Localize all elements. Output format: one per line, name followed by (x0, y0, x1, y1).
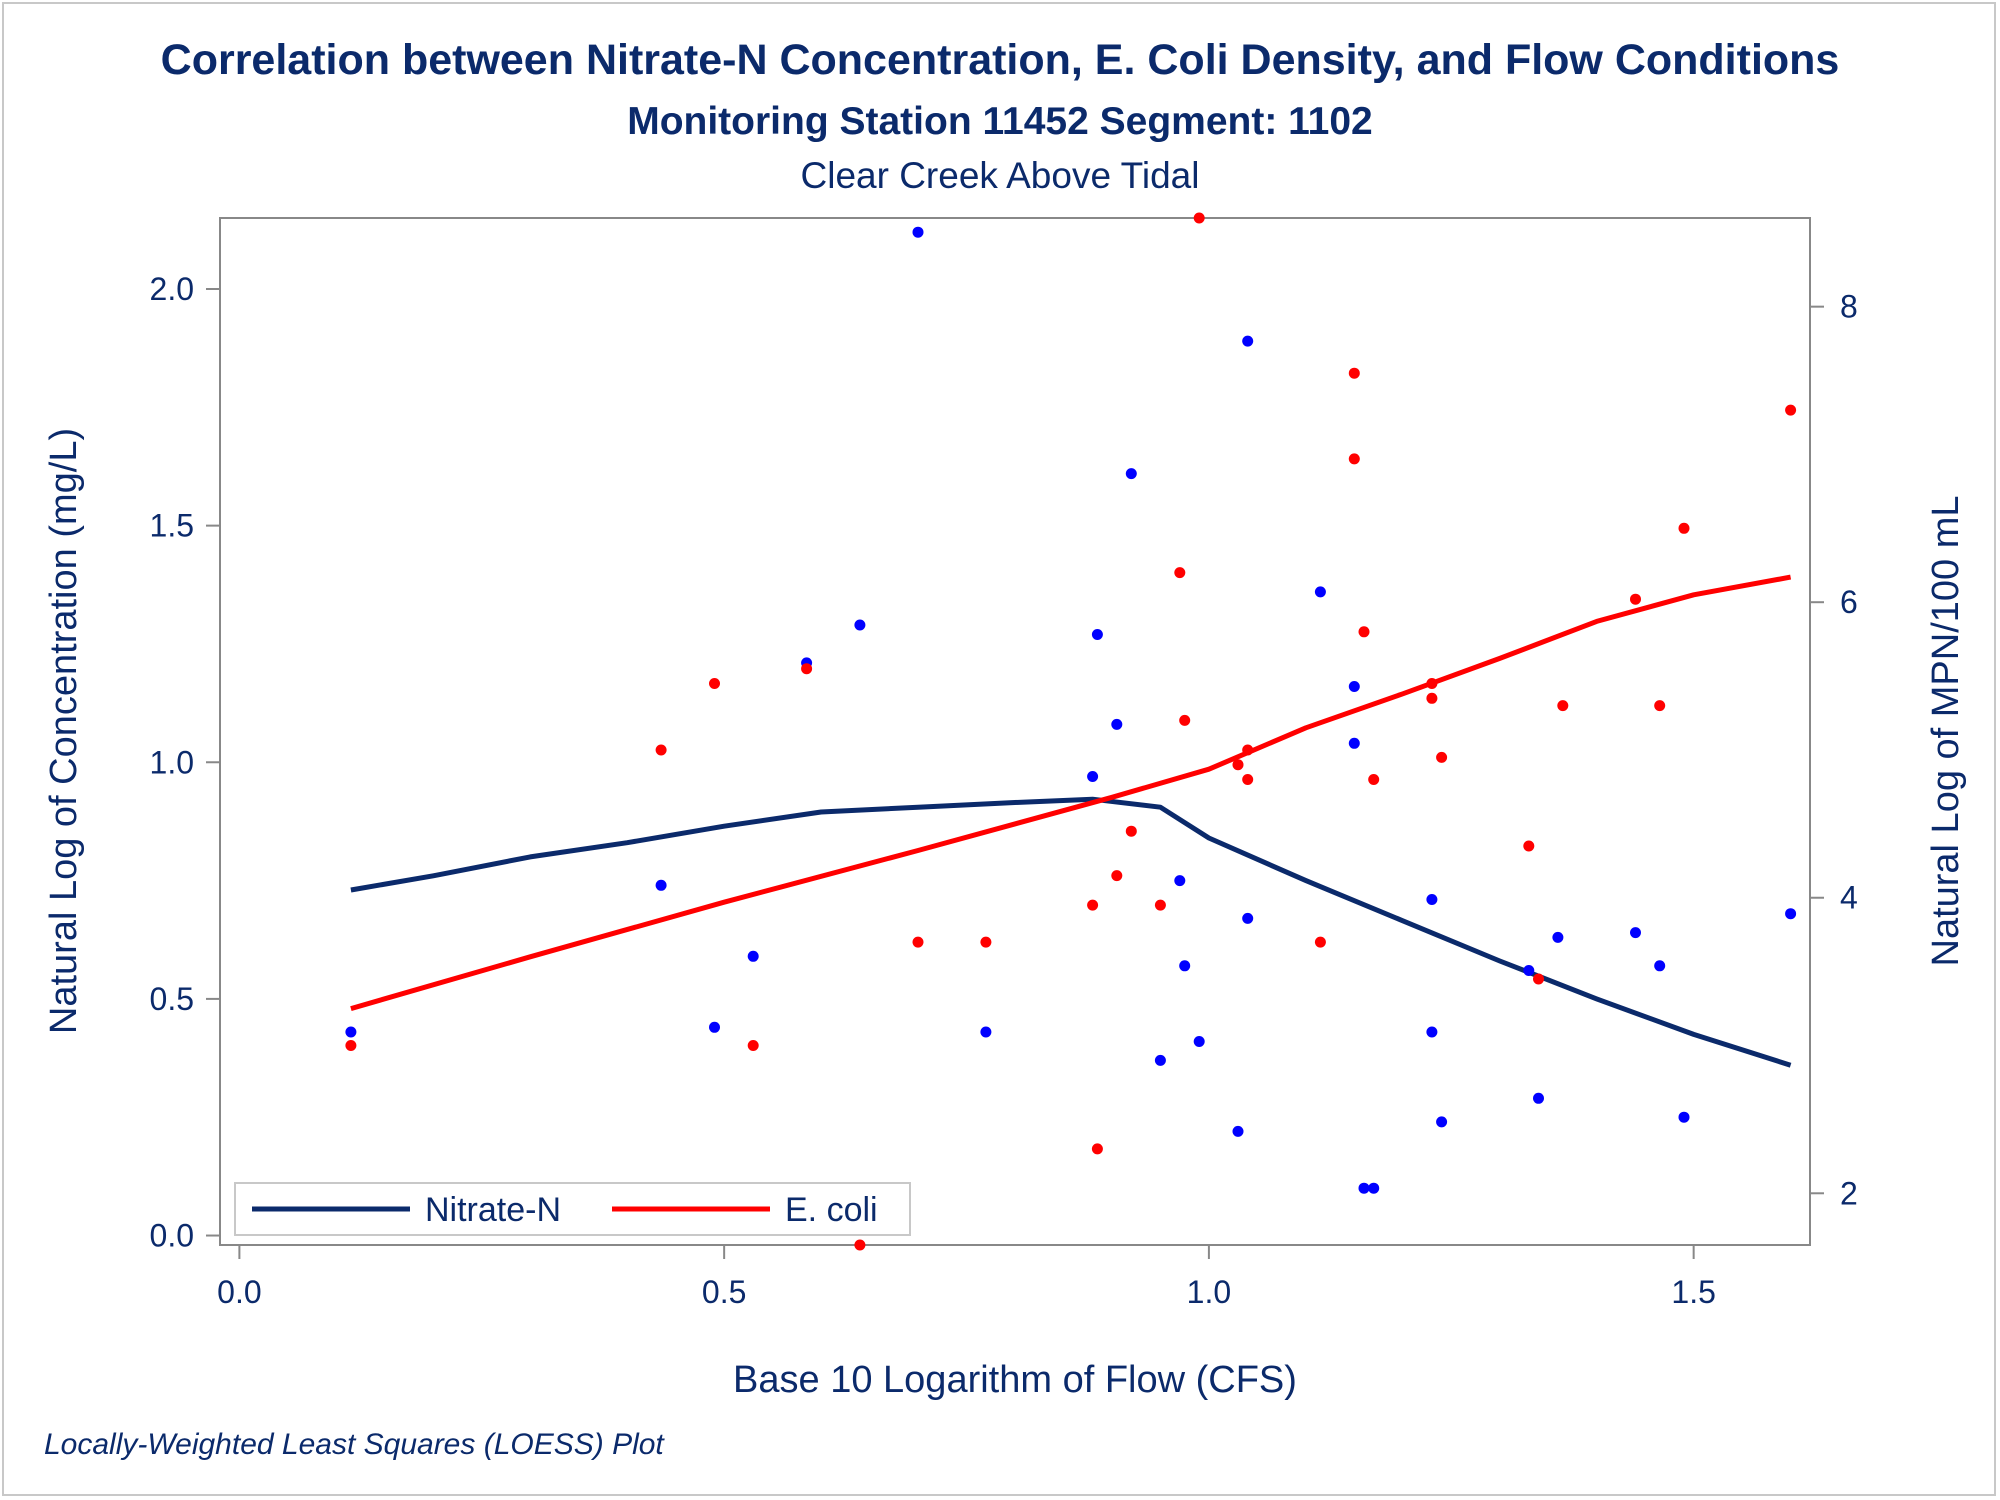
data-point-nitrate (1154, 1054, 1166, 1066)
x-tick-label: 0.5 (702, 1274, 746, 1310)
data-point-ecoli (1523, 840, 1535, 852)
legend-label-nitrate: Nitrate-N (425, 1191, 561, 1229)
data-point-ecoli (1426, 692, 1438, 704)
data-point-ecoli (1314, 936, 1326, 948)
data-point-ecoli (1179, 714, 1191, 726)
data-point-nitrate (1174, 875, 1186, 887)
chart-title: Correlation between Nitrate-N Concentrat… (160, 36, 1840, 84)
data-point-nitrate (854, 619, 866, 631)
y2-tick-label: 6 (1840, 584, 1858, 620)
scatter-points (345, 212, 1797, 1251)
data-point-ecoli (1242, 774, 1254, 785)
data-point-ecoli (1125, 825, 1137, 837)
data-point-ecoli (1678, 522, 1690, 534)
y2-tick-label: 8 (1840, 289, 1858, 325)
loess-line-ecoli (350, 574, 1792, 1012)
data-point-nitrate (912, 226, 924, 238)
data-point-ecoli (1174, 567, 1186, 579)
loess-line-nitrate (350, 796, 1792, 1068)
data-point-nitrate (1232, 1125, 1244, 1137)
data-point-ecoli (1785, 404, 1797, 416)
data-point-nitrate (1242, 912, 1254, 924)
data-point-ecoli (1242, 744, 1254, 756)
data-point-ecoli (1358, 626, 1370, 638)
data-point-nitrate (747, 950, 759, 962)
data-point-nitrate (1552, 931, 1564, 943)
chart-subtitle: Monitoring Station 11452 Segment: 1102 (627, 100, 1373, 143)
data-point-nitrate (1087, 771, 1099, 782)
data-point-ecoli (1348, 367, 1360, 379)
x-axis-label: Base 10 Logarithm of Flow (CFS) (733, 1359, 1297, 1401)
y2-tick-label: 4 (1840, 880, 1858, 916)
plot-area-frame (219, 217, 1811, 1246)
y2-tick-label: 2 (1840, 1175, 1858, 1211)
y-tick-label: 1.0 (150, 744, 194, 780)
data-point-ecoli (1368, 774, 1380, 785)
data-point-ecoli (655, 744, 667, 756)
legend-label-ecoli: E. coli (785, 1191, 878, 1229)
x-tick-label: 1.5 (1671, 1274, 1715, 1310)
data-point-ecoli (747, 1040, 759, 1051)
y-tick-label: 1.5 (150, 508, 194, 544)
data-point-ecoli (854, 1239, 866, 1251)
data-point-ecoli (1630, 593, 1641, 605)
data-point-nitrate (1242, 335, 1254, 347)
legend: Nitrate-N E. coli (234, 1182, 911, 1236)
data-point-nitrate (1179, 960, 1191, 972)
data-point-ecoli (1154, 899, 1166, 911)
data-point-ecoli (912, 936, 924, 948)
data-point-nitrate (1678, 1111, 1690, 1123)
x-tick-label: 0.0 (217, 1274, 261, 1310)
data-point-nitrate (980, 1026, 992, 1038)
footnote: Locally-Weighted Least Squares (LOESS) P… (44, 1428, 664, 1461)
data-point-nitrate (1358, 1182, 1370, 1194)
data-point-ecoli (1557, 700, 1569, 712)
y-tick-label: 0.0 (150, 1218, 194, 1254)
data-point-ecoli (1533, 973, 1544, 985)
data-point-ecoli (1087, 899, 1099, 911)
data-point-ecoli (801, 663, 813, 675)
y2-axis-label: Natural Log of MPN/100 mL (1925, 495, 1967, 966)
data-point-nitrate (1091, 629, 1103, 640)
data-point-ecoli (1426, 678, 1438, 689)
axes: 0.0 0.5 1.0 1.5 0.0 0.5 1.0 1.5 2.0 2 4 6 8 (150, 271, 1858, 1310)
data-point-nitrate (1523, 965, 1535, 976)
y-tick-label: 2.0 (150, 271, 194, 307)
y-axis-label: Natural Log of Concentration (mg/L) (43, 428, 85, 1034)
y-tick-label: 0.5 (150, 981, 194, 1017)
data-point-nitrate (1426, 1026, 1438, 1038)
data-point-nitrate (1314, 586, 1326, 598)
data-point-nitrate (655, 879, 667, 891)
data-point-nitrate (709, 1021, 720, 1033)
data-point-ecoli (345, 1040, 357, 1051)
data-point-ecoli (1654, 700, 1666, 712)
data-point-nitrate (1348, 737, 1360, 749)
data-point-nitrate (1125, 468, 1137, 480)
data-point-ecoli (1348, 453, 1360, 465)
data-point-ecoli (1193, 212, 1205, 224)
loess-lines (350, 574, 1792, 1068)
data-point-ecoli (1111, 870, 1123, 882)
data-point-nitrate (345, 1026, 357, 1038)
data-point-nitrate (1111, 718, 1123, 730)
data-point-nitrate (1348, 681, 1360, 692)
data-point-ecoli (1091, 1143, 1103, 1155)
data-point-ecoli (1436, 751, 1448, 763)
x-tick-label: 1.0 (1187, 1274, 1231, 1310)
data-point-nitrate (1630, 927, 1641, 939)
data-point-ecoli (709, 678, 720, 689)
data-point-nitrate (1193, 1036, 1205, 1047)
data-point-nitrate (1654, 960, 1666, 972)
data-point-nitrate (1533, 1092, 1544, 1104)
data-point-nitrate (1785, 908, 1797, 920)
data-point-nitrate (1368, 1182, 1380, 1194)
data-point-nitrate (1436, 1116, 1448, 1128)
chart-subtitle-2: Clear Creek Above Tidal (800, 155, 1200, 196)
data-point-ecoli (980, 936, 992, 948)
data-point-ecoli (1232, 759, 1244, 771)
data-point-nitrate (1426, 894, 1438, 905)
